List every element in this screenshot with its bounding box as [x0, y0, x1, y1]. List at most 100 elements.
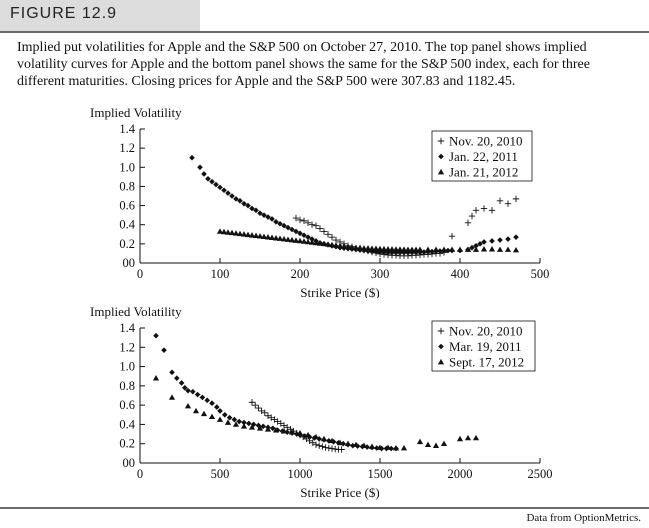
- data-point-diamond: [445, 247, 451, 254]
- data-point-diamond: [364, 444, 370, 450]
- data-point-diamond: [174, 375, 180, 381]
- x-tick-label: 1500: [368, 467, 393, 481]
- y-tick-label: 1.0: [119, 360, 135, 374]
- data-point-triangle: [320, 435, 328, 442]
- data-point-diamond: [161, 347, 167, 353]
- data-point-diamond: [294, 431, 300, 437]
- data-point-diamond: [373, 248, 379, 255]
- data-point-plus: [504, 200, 512, 207]
- data-point-triangle: [364, 245, 372, 251]
- legend-marker-plus: [437, 137, 445, 145]
- top-panel-chart: 00 0.2 0.4 0.6 0.8 1.0 1.2 1.4 0 100 200 300 400 500 I…: [90, 105, 549, 298]
- y-tick-label: 00: [123, 256, 136, 270]
- data-point-triangle: [292, 237, 300, 243]
- data-point-triangle: [232, 421, 240, 427]
- legend-label: Mar. 19, 2011: [449, 339, 521, 354]
- data-point-triangle: [216, 416, 224, 422]
- data-point-plus: [496, 197, 504, 204]
- y-tick-label: 1.2: [119, 340, 135, 354]
- data-point-plus: [292, 214, 300, 222]
- data-point-triangle: [312, 433, 320, 440]
- data-point-diamond: [153, 332, 159, 339]
- data-point-diamond: [293, 228, 299, 235]
- y-tick-label: 0.4: [119, 218, 135, 232]
- data-point-triangle: [464, 246, 472, 252]
- data-point-diamond: [225, 190, 231, 196]
- data-point-plus: [316, 442, 323, 449]
- data-point-diamond: [201, 171, 207, 177]
- data-point-triangle: [268, 234, 276, 240]
- data-point-triangle: [308, 239, 316, 245]
- data-point-triangle: [264, 234, 272, 240]
- y-tick-label: 1.2: [119, 141, 135, 155]
- y-tick-label: 0.2: [119, 237, 135, 251]
- data-point-diamond: [437, 248, 443, 254]
- legend-label: Jan. 21, 2012: [449, 165, 518, 180]
- x-tick-label: 1000: [288, 467, 313, 481]
- data-point-triangle: [256, 233, 264, 239]
- data-point-triangle: [324, 241, 332, 247]
- data-point-triangle: [512, 246, 520, 253]
- data-point-diamond: [481, 239, 487, 245]
- y-axis-label: Implied Volatility: [90, 105, 182, 120]
- data-point-triangle: [168, 394, 176, 400]
- data-point-triangle: [336, 439, 344, 446]
- data-point-diamond: [199, 394, 206, 401]
- figure-header: FIGURE 12.9: [0, 0, 649, 33]
- legend-label: Nov. 20, 2010: [449, 324, 523, 339]
- data-point-diamond: [213, 181, 219, 188]
- data-point-triangle: [240, 423, 248, 429]
- data-point-diamond: [316, 436, 322, 442]
- data-point-diamond: [365, 248, 371, 254]
- y-tick-label: 1.4: [119, 122, 135, 136]
- data-point-triangle: [440, 246, 448, 252]
- data-point-diamond: [473, 242, 479, 249]
- data-point-triangle: [388, 246, 396, 252]
- data-point-triangle: [352, 441, 360, 448]
- data-point-diamond: [421, 249, 427, 255]
- data-point-triangle: [400, 246, 408, 252]
- data-point-diamond: [241, 419, 247, 426]
- data-point-plus: [488, 207, 496, 214]
- data-point-triangle: [256, 425, 264, 431]
- data-point-plus: [308, 221, 316, 228]
- x-tick-label: 2500: [528, 467, 553, 481]
- legend-label: Nov. 20, 2010: [449, 134, 523, 149]
- data-point-triangle: [424, 441, 432, 448]
- data-point-triangle: [332, 242, 340, 248]
- data-point-triangle: [376, 245, 384, 252]
- data-point-plus: [296, 216, 304, 224]
- data-point-triangle: [404, 246, 412, 252]
- data-point-diamond: [302, 433, 308, 439]
- x-axis-label: Strike Price ($): [300, 285, 379, 298]
- data-point-diamond: [497, 237, 503, 243]
- data-point-plus: [304, 219, 312, 226]
- data-point-diamond: [222, 411, 228, 418]
- data-point-triangle: [200, 410, 208, 417]
- data-point-diamond: [169, 369, 175, 376]
- x-tick-label: 2000: [448, 467, 473, 481]
- data-point-diamond: [405, 249, 411, 256]
- data-point-diamond: [236, 418, 242, 425]
- legend-box: [431, 130, 533, 182]
- data-point-plus: [468, 212, 476, 220]
- data-point-triangle: [208, 413, 216, 420]
- data-point-diamond: [246, 420, 252, 427]
- data-point-triangle: [456, 246, 464, 252]
- data-point-triangle: [260, 233, 268, 240]
- data-point-diamond: [413, 249, 419, 256]
- data-point-triangle: [184, 403, 192, 409]
- bottom-panel-chart: 00 0.2 0.4 0.6 0.8 1.0 1.2 1.4 0 500 1000 1500 2000 2…: [90, 304, 553, 500]
- data-point-triangle: [288, 236, 296, 243]
- data-point-plus: [248, 399, 256, 406]
- data-point-plus: [480, 205, 488, 212]
- legend-box: [431, 320, 536, 372]
- data-point-triangle: [432, 246, 440, 252]
- data-point-plus: [324, 231, 332, 238]
- data-point-triangle: [344, 243, 352, 250]
- data-point-diamond: [350, 442, 356, 449]
- data-point-triangle: [240, 231, 248, 237]
- data-point-diamond: [253, 207, 259, 214]
- data-point-plus: [312, 222, 320, 229]
- data-point-plus: [512, 195, 520, 203]
